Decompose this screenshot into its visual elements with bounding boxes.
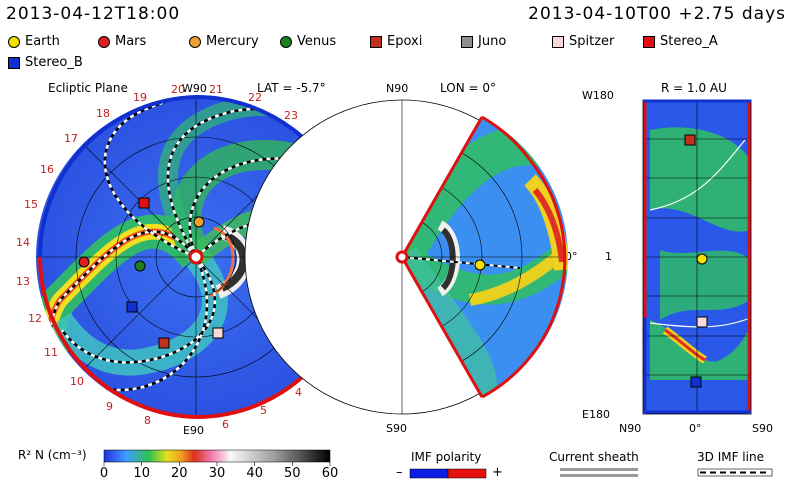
spitzer-marker-icon (212, 327, 224, 339)
epoxi-marker-icon (370, 35, 382, 48)
svg-text:6: 6 (222, 418, 229, 431)
svg-text:22: 22 (248, 91, 262, 104)
meridional-bottom-label: S90 (386, 422, 407, 435)
radial-x-label-s90: S90 (752, 422, 773, 435)
svg-text:4: 4 (295, 386, 302, 399)
legend-label: Juno (478, 34, 507, 49)
colorbar-label: R² N (cm⁻³) (18, 448, 87, 462)
venus-marker-icon (280, 35, 292, 48)
epoxi-marker-icon (158, 337, 170, 349)
imf-minus-label: – (396, 465, 403, 480)
legend-label: Epoxi (387, 34, 423, 49)
imf-line-legend (697, 468, 773, 477)
colorbar-tick: 50 (284, 466, 301, 479)
legend-label: Stereo_B (25, 55, 83, 70)
svg-text:14: 14 (16, 236, 30, 249)
svg-text:16: 16 (40, 163, 54, 176)
colorbar-tick: 10 (133, 466, 150, 479)
svg-text:8: 8 (144, 414, 151, 427)
meridional-zero-label: 0° (565, 250, 578, 263)
svg-text:23: 23 (284, 109, 298, 122)
legend-earth: Earth (8, 34, 60, 49)
spitzer-marker-icon (696, 316, 708, 328)
legend-juno: Juno (461, 34, 506, 49)
legend-label: Mercury (206, 34, 259, 49)
radial-x-label-n90: N90 (619, 422, 642, 435)
radial-bottom-label: E180 (582, 408, 610, 421)
imf-line-title: 3D IMF line (697, 450, 764, 464)
legend-venus: Venus (280, 34, 336, 49)
current-sheath-title: Current sheath (549, 450, 639, 464)
colorbar-tick: 30 (209, 466, 226, 479)
stereo-a-marker-icon (138, 197, 150, 209)
mercury-marker-icon (193, 216, 205, 228)
radial-title: R = 1.0 AU (661, 81, 727, 95)
stereo-a-marker-icon (643, 35, 655, 48)
legend-mars: Mars (98, 34, 146, 49)
mercury-marker-icon (189, 35, 201, 48)
current-sheath-legend (560, 468, 638, 477)
svg-text:20: 20 (171, 83, 185, 96)
legend-label: Spitzer (569, 34, 615, 49)
earth-marker-icon (696, 253, 708, 265)
mars-marker-icon (98, 35, 110, 48)
colorbar-tick: 40 (246, 466, 263, 479)
juno-marker-icon (461, 35, 473, 48)
legend-epoxi: Epoxi (370, 34, 422, 49)
svg-text:15: 15 (24, 198, 38, 211)
timestamp-left: 2013-04-12T18:00 (6, 4, 181, 24)
radial-x-label-zero: 0° (689, 422, 702, 435)
earth-marker-icon (8, 35, 20, 48)
meridional-top-label: N90 (386, 82, 409, 95)
svg-text:13: 13 (16, 275, 30, 288)
colorbar-tick: 20 (171, 466, 188, 479)
svg-text:17: 17 (64, 132, 78, 145)
imf-polarity-legend (409, 468, 487, 479)
svg-text:12: 12 (28, 312, 42, 325)
legend-label: Earth (25, 34, 60, 49)
meridional-lon-label: LON = 0° (440, 81, 496, 95)
colorbar-tick: 0 (100, 466, 108, 479)
svg-text:21: 21 (209, 83, 223, 96)
stereo-b-marker-icon (126, 301, 138, 313)
legend-stereo-a: Stereo_A (643, 34, 718, 49)
radial-top-label: W180 (582, 89, 614, 102)
ecliptic-bottom-label: E90 (183, 424, 204, 437)
svg-text:19: 19 (133, 91, 147, 104)
earth-marker-icon (474, 259, 486, 271)
imf-polarity-title: IMF polarity (411, 450, 482, 464)
imf-plus-label: + (492, 465, 503, 480)
legend-stereo-b: Stereo_B (8, 55, 83, 70)
legend-label: Mars (115, 34, 147, 49)
ecliptic-title: Ecliptic Plane (48, 81, 128, 95)
legend-label: Stereo_A (660, 34, 718, 49)
legend-mercury: Mercury (189, 34, 259, 49)
svg-text:11: 11 (44, 346, 58, 359)
spitzer-marker-icon (552, 35, 564, 48)
radial-mid-label: 1 (605, 250, 612, 263)
legend-spitzer: Spitzer (552, 34, 614, 49)
mars-marker-icon (78, 256, 90, 268)
timestamp-right: 2013-04-10T00 +2.75 days (528, 4, 786, 24)
stereo-b-marker-icon (690, 376, 702, 388)
venus-marker-icon (134, 260, 146, 272)
svg-text:10: 10 (70, 375, 84, 388)
stereo-b-marker-icon (8, 56, 20, 69)
svg-text:18: 18 (96, 107, 110, 120)
radial-panel (642, 99, 752, 415)
colorbar-tick: 60 (322, 466, 339, 479)
svg-text:5: 5 (260, 404, 267, 417)
legend-label: Venus (297, 34, 337, 49)
colorbar: 0 10 20 30 40 50 60 (100, 449, 339, 479)
ecliptic-lat-label: LAT = -5.7° (257, 81, 326, 95)
epoxi-marker-icon (684, 134, 696, 146)
ecliptic-top-label: W90 (182, 82, 207, 95)
svg-text:9: 9 (106, 400, 113, 413)
